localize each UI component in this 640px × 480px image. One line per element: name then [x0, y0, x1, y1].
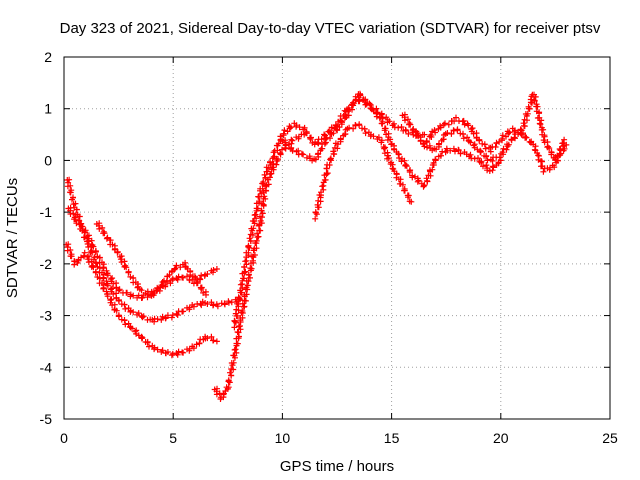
- series-points: [65, 204, 220, 301]
- y-tick-label: -2: [40, 256, 53, 272]
- series-points: [211, 131, 308, 402]
- series-points: [63, 241, 220, 359]
- x-tick-label: 10: [275, 430, 291, 446]
- data-series: [63, 90, 570, 402]
- series-track-h: [312, 121, 415, 222]
- y-tick-label: 2: [44, 49, 52, 65]
- series-track-g: [279, 90, 504, 190]
- x-tick-label: 25: [602, 430, 618, 446]
- series-track-a: [64, 176, 242, 325]
- x-axis-label: GPS time / hours: [280, 458, 394, 475]
- y-tick-label: -3: [40, 308, 53, 324]
- series-track-i: [399, 91, 570, 164]
- y-tick-label: 0: [44, 152, 52, 168]
- series-points: [312, 121, 415, 222]
- grid-lines: [64, 57, 610, 419]
- chart-title: Day 323 of 2021, Sidereal Day-to-day VTE…: [60, 20, 601, 37]
- series-track-e: [211, 131, 308, 402]
- series-points: [64, 176, 242, 325]
- y-tick-label: 1: [44, 101, 52, 117]
- series-track-j: [421, 114, 568, 175]
- y-tick-label: -4: [40, 359, 53, 375]
- y-tick-label: -5: [40, 411, 53, 427]
- axis-ticks: 0 5 10 15 20 25 -5 -4 -3 -2 -1 0 1 2: [40, 49, 618, 446]
- series-track-b: [63, 241, 220, 359]
- y-axis-label: SDTVAR / TECUs: [4, 178, 21, 298]
- x-tick-label: 20: [493, 430, 509, 446]
- x-tick-label: 15: [384, 430, 400, 446]
- series-track-d: [93, 220, 209, 299]
- y-tick-label: -1: [40, 204, 53, 220]
- series-points: [421, 114, 568, 175]
- series-track-c: [65, 204, 220, 301]
- series-points: [93, 220, 209, 299]
- plot-frame: [63, 56, 611, 420]
- series-points: [279, 90, 504, 190]
- series-points: [399, 91, 570, 164]
- x-tick-label: 0: [60, 430, 68, 446]
- x-tick-label: 5: [169, 430, 177, 446]
